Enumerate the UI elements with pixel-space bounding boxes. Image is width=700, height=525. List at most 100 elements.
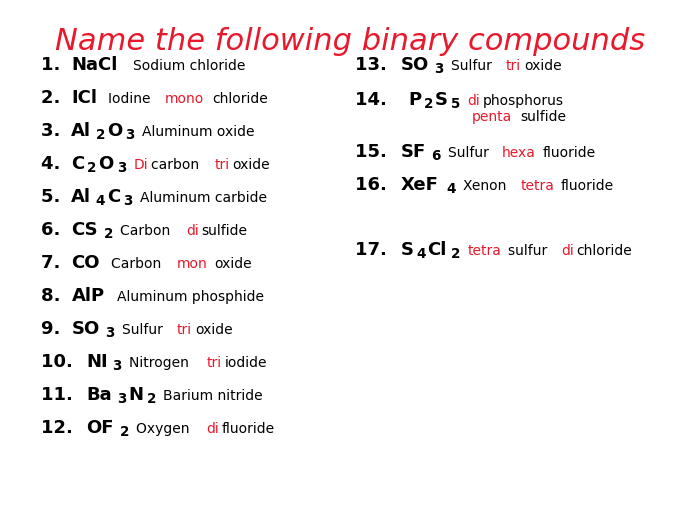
Text: 2: 2 (424, 97, 433, 111)
Text: 9.: 9. (41, 320, 66, 338)
Text: Cl: Cl (428, 241, 447, 259)
Text: tetra: tetra (468, 244, 501, 258)
Text: O: O (99, 155, 114, 173)
Text: XeF: XeF (400, 176, 438, 194)
Text: Sulfur: Sulfur (452, 59, 496, 73)
Text: 6: 6 (431, 149, 440, 163)
Text: tri: tri (176, 323, 192, 337)
Text: 11.: 11. (41, 386, 78, 404)
Text: SO: SO (71, 320, 99, 338)
Text: 14.: 14. (355, 91, 399, 109)
Text: di: di (206, 422, 218, 436)
Text: di: di (561, 244, 573, 258)
Text: iodide: iodide (225, 356, 267, 370)
Text: hexa: hexa (502, 146, 536, 160)
Text: tetra: tetra (520, 179, 554, 193)
Text: Sulfur: Sulfur (448, 146, 493, 160)
Text: tri: tri (506, 59, 521, 73)
Text: Carbon: Carbon (111, 257, 166, 271)
Text: Al: Al (71, 122, 92, 140)
Text: 6.: 6. (41, 221, 66, 239)
Text: C: C (71, 155, 85, 173)
Text: 3: 3 (113, 359, 122, 373)
Text: NaCl: NaCl (71, 56, 118, 74)
Text: Name the following binary compounds: Name the following binary compounds (55, 27, 645, 56)
Text: penta: penta (473, 110, 512, 124)
Text: 1.: 1. (41, 56, 66, 74)
Text: 3.: 3. (41, 122, 66, 140)
Text: Aluminum oxide: Aluminum oxide (142, 125, 254, 139)
Text: C: C (106, 188, 120, 206)
Text: Xenon: Xenon (463, 179, 511, 193)
Text: O: O (106, 122, 122, 140)
Text: 4: 4 (95, 194, 105, 208)
Text: oxide: oxide (232, 158, 270, 172)
Text: tri: tri (206, 356, 222, 370)
Text: 2: 2 (88, 161, 97, 175)
Text: 3: 3 (106, 326, 115, 340)
Text: mono: mono (164, 92, 204, 106)
Text: S: S (400, 241, 414, 259)
Text: SF: SF (400, 143, 426, 161)
Text: di: di (186, 224, 199, 238)
Text: SO: SO (400, 56, 429, 74)
Text: ICl: ICl (71, 89, 97, 107)
Text: Barium nitride: Barium nitride (163, 389, 263, 403)
Text: carbon: carbon (151, 158, 204, 172)
Text: Aluminum carbide: Aluminum carbide (139, 191, 267, 205)
Text: 2: 2 (95, 128, 105, 142)
Text: 5: 5 (451, 97, 460, 111)
Text: 13.: 13. (355, 56, 393, 74)
Text: 2: 2 (451, 247, 460, 261)
Text: oxide: oxide (195, 323, 232, 337)
Text: 5.: 5. (41, 188, 66, 206)
Text: chloride: chloride (212, 92, 267, 106)
Text: fluoride: fluoride (221, 422, 274, 436)
Text: tri: tri (214, 158, 230, 172)
Text: AlP: AlP (71, 287, 105, 305)
Text: fluoride: fluoride (543, 146, 596, 160)
Text: 17.: 17. (355, 241, 393, 259)
Text: oxide: oxide (524, 59, 561, 73)
Text: 16.: 16. (355, 176, 393, 194)
Text: Nitrogen: Nitrogen (130, 356, 194, 370)
Text: chloride: chloride (576, 244, 632, 258)
Text: oxide: oxide (214, 257, 251, 271)
Text: sulfide: sulfide (202, 224, 247, 238)
Text: Iodine: Iodine (108, 92, 155, 106)
Text: 12.: 12. (41, 419, 78, 437)
Text: Carbon: Carbon (120, 224, 175, 238)
Text: Aluminum phosphide: Aluminum phosphide (117, 290, 264, 304)
Text: 3: 3 (122, 194, 132, 208)
Text: CS: CS (71, 221, 98, 239)
Text: 2: 2 (104, 227, 113, 241)
Text: OF: OF (86, 419, 114, 437)
Text: Al: Al (71, 188, 92, 206)
Text: 2: 2 (120, 425, 129, 439)
Text: 3: 3 (125, 128, 134, 142)
Text: 4: 4 (416, 247, 426, 261)
Text: 4.: 4. (41, 155, 66, 173)
Text: N: N (129, 386, 144, 404)
Text: NI: NI (86, 353, 108, 371)
Text: S: S (435, 91, 448, 109)
Text: Sulfur: Sulfur (122, 323, 167, 337)
Text: 15.: 15. (355, 143, 393, 161)
Text: 3: 3 (117, 392, 127, 406)
Text: fluoride: fluoride (561, 179, 614, 193)
Text: Oxygen: Oxygen (136, 422, 194, 436)
Text: 7.: 7. (41, 254, 66, 272)
Text: 3: 3 (435, 62, 444, 76)
Text: 3: 3 (117, 161, 126, 175)
Text: P: P (408, 91, 421, 109)
Text: di: di (468, 94, 480, 108)
Text: Ba: Ba (86, 386, 112, 404)
Text: 2.: 2. (41, 89, 66, 107)
Text: Sodium chloride: Sodium chloride (133, 59, 245, 73)
Text: 2: 2 (146, 392, 156, 406)
Text: CO: CO (71, 254, 100, 272)
Text: sulfide: sulfide (521, 110, 566, 124)
Text: Di: Di (134, 158, 148, 172)
Text: mon: mon (177, 257, 208, 271)
Text: phosphorus: phosphorus (483, 94, 564, 108)
